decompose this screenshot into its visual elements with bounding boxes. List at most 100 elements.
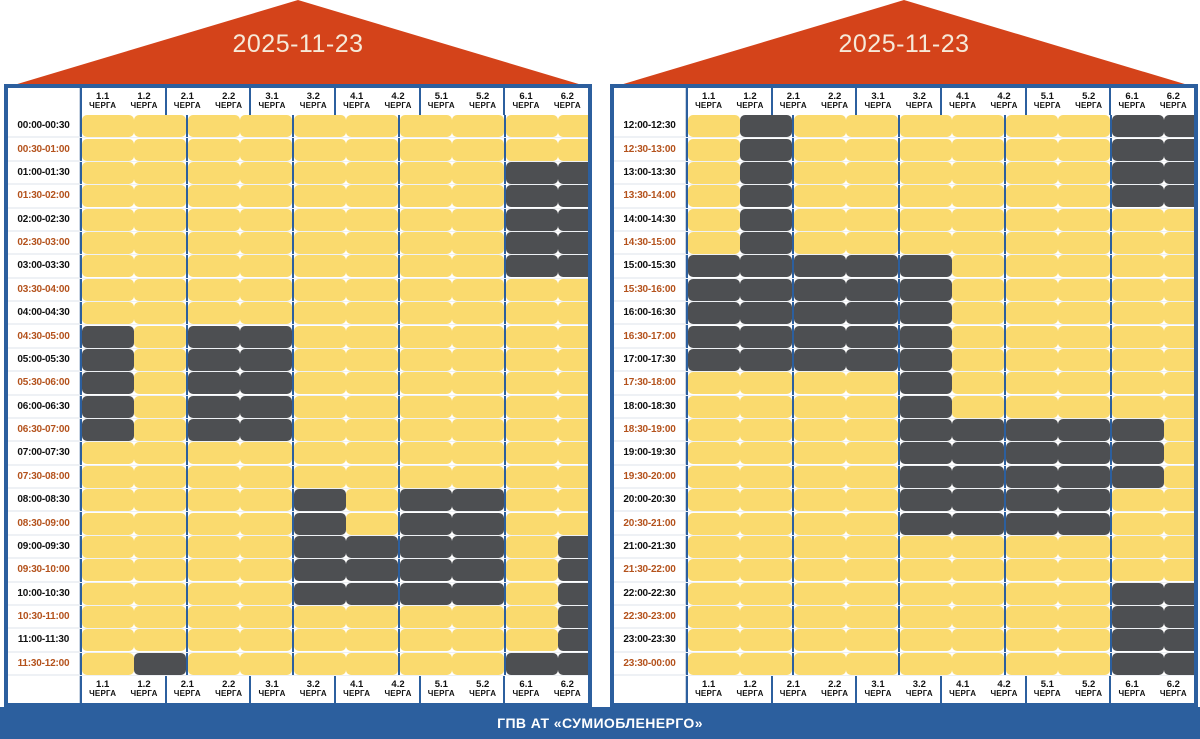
power-on-cell-3-2[interactable] [952, 302, 1004, 325]
power-on-cell-4-1[interactable] [400, 348, 452, 371]
power-on-cell-3-2[interactable] [346, 255, 398, 278]
power-on-cell-1-1[interactable] [688, 606, 740, 629]
power-on-cell-3-2[interactable] [346, 606, 398, 629]
power-off-cell-1-1[interactable] [82, 395, 134, 418]
power-on-cell-4-1[interactable] [400, 255, 452, 278]
power-on-cell-4-2[interactable] [1058, 302, 1110, 325]
power-on-cell-4-1[interactable] [1006, 185, 1058, 208]
power-on-cell-2-1[interactable] [188, 185, 240, 208]
power-off-cell-5-2[interactable] [1164, 582, 1194, 605]
power-off-cell-5-2[interactable] [558, 208, 588, 231]
power-on-cell-3-2[interactable] [952, 348, 1004, 371]
power-off-cell-4-2[interactable] [452, 559, 504, 582]
power-on-cell-2-1[interactable] [188, 606, 240, 629]
power-on-cell-4-1[interactable] [1006, 606, 1058, 629]
power-off-cell-1-2[interactable] [740, 232, 792, 255]
power-on-cell-5-1[interactable] [506, 419, 558, 442]
power-on-cell-1-2[interactable] [134, 559, 186, 582]
power-on-cell-1-2[interactable] [134, 489, 186, 512]
power-off-cell-5-2[interactable] [1164, 185, 1194, 208]
power-on-cell-4-2[interactable] [452, 395, 504, 418]
power-on-cell-4-2[interactable] [452, 442, 504, 465]
power-on-cell-1-1[interactable] [82, 232, 134, 255]
power-on-cell-4-1[interactable] [1006, 395, 1058, 418]
power-on-cell-2-1[interactable] [794, 606, 846, 629]
power-on-cell-1-1[interactable] [688, 372, 740, 395]
power-on-cell-1-2[interactable] [134, 255, 186, 278]
power-on-cell-1-1[interactable] [688, 115, 740, 138]
power-on-cell-1-2[interactable] [740, 652, 792, 675]
power-on-cell-2-1[interactable] [188, 489, 240, 512]
power-off-cell-3-1[interactable] [900, 442, 952, 465]
power-on-cell-4-2[interactable] [452, 652, 504, 675]
power-on-cell-3-2[interactable] [952, 535, 1004, 558]
power-on-cell-3-2[interactable] [346, 395, 398, 418]
power-on-cell-4-2[interactable] [452, 138, 504, 161]
power-on-cell-2-1[interactable] [794, 489, 846, 512]
power-on-cell-3-1[interactable] [900, 606, 952, 629]
power-on-cell-2-2[interactable] [240, 489, 292, 512]
power-on-cell-2-2[interactable] [846, 185, 898, 208]
power-off-cell-5-1[interactable] [506, 161, 558, 184]
power-on-cell-4-2[interactable] [1058, 535, 1110, 558]
power-on-cell-2-2[interactable] [846, 115, 898, 138]
power-on-cell-1-2[interactable] [740, 582, 792, 605]
power-off-cell-3-1[interactable] [900, 325, 952, 348]
power-on-cell-1-2[interactable] [740, 372, 792, 395]
power-on-cell-4-2[interactable] [452, 465, 504, 488]
power-off-cell-3-1[interactable] [294, 582, 346, 605]
power-on-cell-3-1[interactable] [294, 325, 346, 348]
power-on-cell-2-1[interactable] [794, 115, 846, 138]
power-off-cell-1-1[interactable] [688, 302, 740, 325]
power-on-cell-3-1[interactable] [294, 115, 346, 138]
power-on-cell-5-2[interactable] [1164, 489, 1194, 512]
power-on-cell-5-2[interactable] [558, 512, 588, 535]
power-on-cell-5-2[interactable] [1164, 325, 1194, 348]
power-on-cell-2-1[interactable] [188, 465, 240, 488]
power-on-cell-2-2[interactable] [240, 302, 292, 325]
power-on-cell-1-2[interactable] [134, 395, 186, 418]
power-on-cell-2-1[interactable] [188, 629, 240, 652]
power-off-cell-2-2[interactable] [240, 372, 292, 395]
power-off-cell-5-2[interactable] [558, 582, 588, 605]
power-on-cell-3-1[interactable] [294, 255, 346, 278]
power-off-cell-2-2[interactable] [240, 348, 292, 371]
power-on-cell-2-2[interactable] [846, 652, 898, 675]
power-on-cell-2-1[interactable] [794, 185, 846, 208]
power-on-cell-5-1[interactable] [506, 138, 558, 161]
power-off-cell-1-2[interactable] [740, 115, 792, 138]
power-off-cell-3-1[interactable] [900, 255, 952, 278]
power-off-cell-3-2[interactable] [952, 465, 1004, 488]
power-on-cell-5-1[interactable] [506, 348, 558, 371]
power-off-cell-1-2[interactable] [134, 652, 186, 675]
power-off-cell-3-2[interactable] [952, 489, 1004, 512]
power-on-cell-4-1[interactable] [1006, 582, 1058, 605]
power-on-cell-1-1[interactable] [688, 208, 740, 231]
power-off-cell-5-1[interactable] [506, 652, 558, 675]
power-on-cell-1-1[interactable] [688, 138, 740, 161]
power-on-cell-1-1[interactable] [82, 652, 134, 675]
power-off-cell-4-2[interactable] [452, 489, 504, 512]
power-off-cell-4-1[interactable] [1006, 489, 1058, 512]
power-on-cell-4-1[interactable] [400, 419, 452, 442]
power-off-cell-5-2[interactable] [558, 232, 588, 255]
power-on-cell-3-2[interactable] [952, 161, 1004, 184]
power-on-cell-5-1[interactable] [1112, 489, 1164, 512]
power-off-cell-3-1[interactable] [294, 559, 346, 582]
power-on-cell-4-2[interactable] [452, 629, 504, 652]
power-off-cell-4-2[interactable] [1058, 419, 1110, 442]
power-on-cell-4-1[interactable] [400, 302, 452, 325]
power-off-cell-1-2[interactable] [740, 325, 792, 348]
power-off-cell-4-1[interactable] [1006, 465, 1058, 488]
power-on-cell-1-1[interactable] [82, 208, 134, 231]
power-on-cell-3-1[interactable] [294, 629, 346, 652]
power-on-cell-2-2[interactable] [846, 442, 898, 465]
power-on-cell-3-1[interactable] [900, 115, 952, 138]
power-on-cell-4-2[interactable] [452, 348, 504, 371]
power-on-cell-4-1[interactable] [400, 138, 452, 161]
power-on-cell-2-2[interactable] [846, 395, 898, 418]
power-on-cell-4-1[interactable] [1006, 302, 1058, 325]
power-on-cell-1-1[interactable] [688, 535, 740, 558]
power-on-cell-1-1[interactable] [688, 652, 740, 675]
power-on-cell-5-2[interactable] [1164, 372, 1194, 395]
